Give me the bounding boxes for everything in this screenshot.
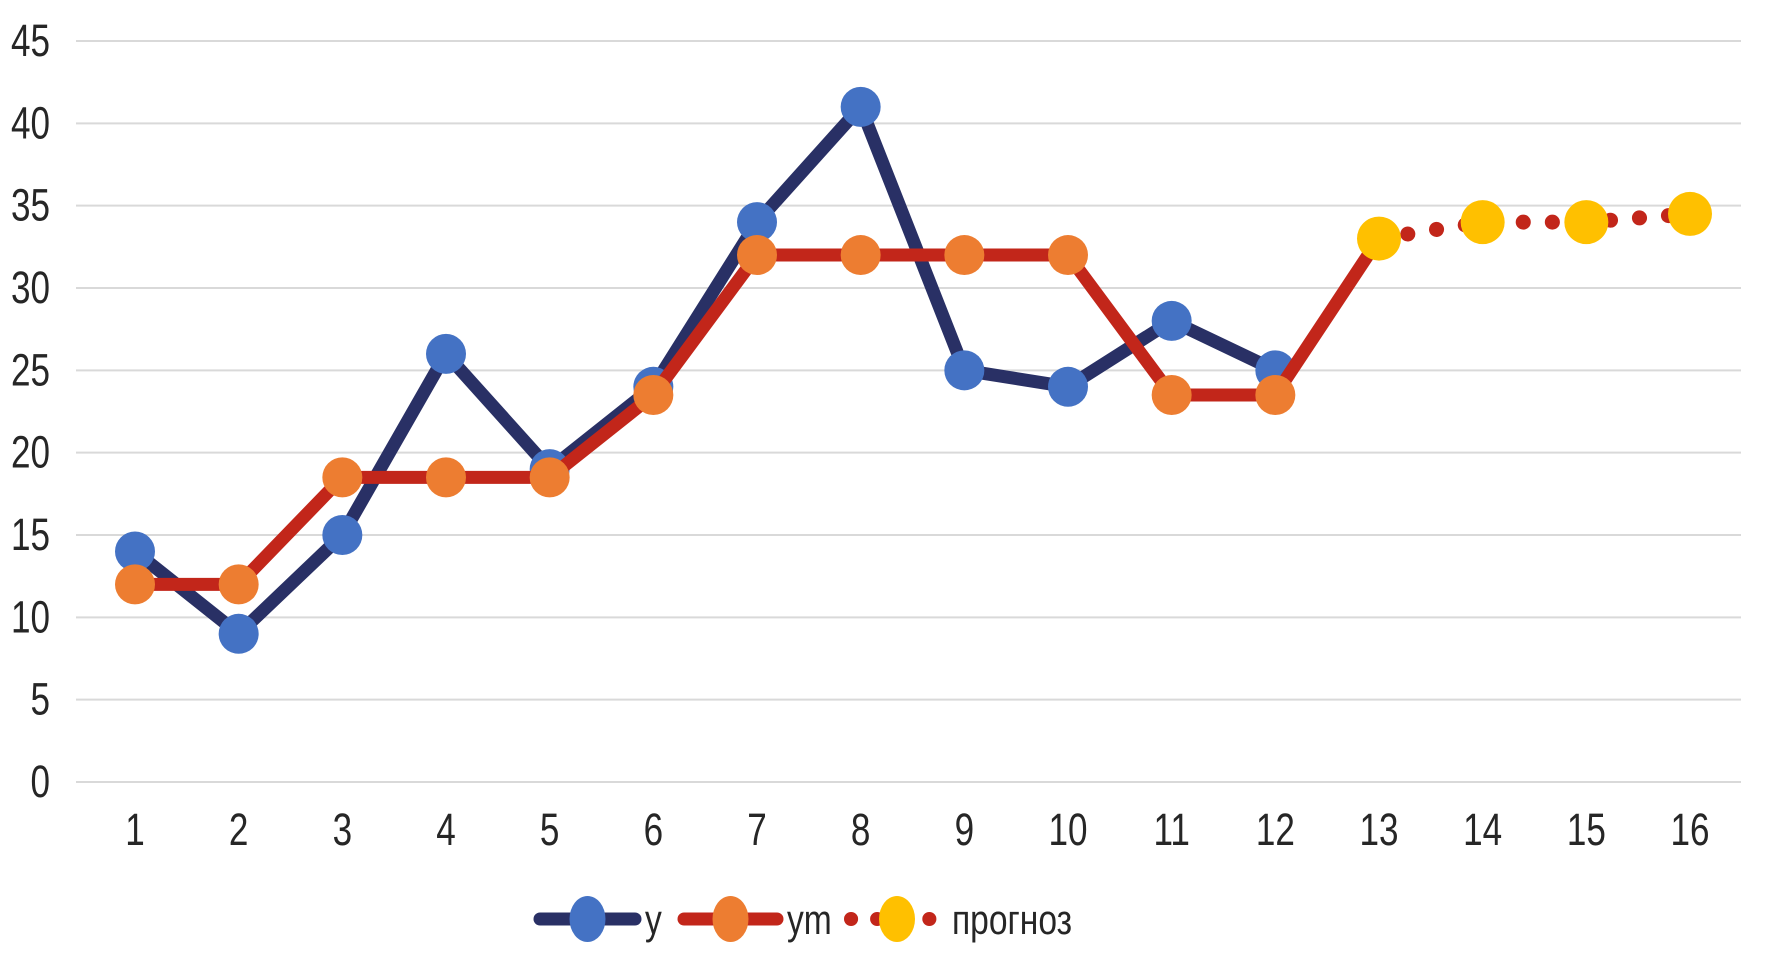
y-axis-tick-labels: 0 5 10 15 20 25 30 35 40 45 (11, 15, 50, 807)
data-point-y (840, 86, 881, 127)
x-tick-label: 11 (1153, 804, 1189, 855)
y-tick-label: 40 (11, 97, 50, 148)
y-tick-label: 20 (11, 426, 50, 477)
chart-legend: y ym прогноз (533, 896, 1072, 944)
y-tick-label: 15 (11, 509, 50, 560)
legend-marker (879, 896, 915, 942)
data-point-ym (840, 235, 881, 276)
data-point-y (1048, 366, 1089, 407)
x-tick-label: 8 (851, 804, 871, 855)
x-tick-label: 9 (955, 804, 975, 855)
y-tick-label: 25 (11, 344, 50, 395)
legend-marker (712, 896, 749, 942)
data-point-ym (1255, 375, 1296, 416)
x-tick-label: 12 (1256, 804, 1295, 855)
data-point-прогноз (1357, 216, 1402, 261)
legend-swatch-ym (677, 896, 784, 942)
x-tick-label: 4 (436, 804, 456, 855)
x-tick-label: 7 (747, 804, 767, 855)
y-tick-label: 30 (11, 262, 50, 313)
data-point-прогноз (1668, 191, 1713, 236)
y-tick-label: 0 (30, 756, 50, 807)
x-tick-label: 6 (644, 804, 664, 855)
y-tick-label: 5 (30, 673, 50, 724)
x-tick-label: 13 (1359, 804, 1398, 855)
y-gridlines (76, 39, 1741, 783)
series-y (115, 86, 1296, 654)
data-point-y (322, 514, 363, 555)
series-прогноз (1357, 191, 1713, 261)
series-line-y (128, 100, 1282, 641)
series-line-прогноз (1371, 206, 1698, 247)
legend-label-forecast: прогноз (952, 898, 1072, 944)
data-point-ym (529, 457, 570, 498)
chart-series (115, 86, 1713, 654)
data-point-ym (322, 457, 363, 498)
series-line-ym (128, 232, 1386, 591)
x-tick-label: 3 (333, 804, 353, 855)
data-point-ym (218, 564, 259, 605)
legend-label-ym: ym (787, 898, 832, 944)
data-point-ym (633, 375, 674, 416)
data-point-ym (426, 457, 467, 498)
series-ym (115, 232, 1386, 605)
x-tick-label: 15 (1567, 804, 1606, 855)
legend-swatch-y (533, 896, 642, 942)
data-point-y (737, 202, 778, 243)
x-tick-label: 2 (229, 804, 249, 855)
data-point-ym (1151, 375, 1192, 416)
legend-swatch-forecast (844, 896, 950, 942)
data-point-y (944, 350, 985, 391)
x-tick-label: 5 (540, 804, 560, 855)
data-point-ym (944, 235, 985, 276)
data-point-y (115, 531, 155, 572)
x-axis-tick-labels: 1 2 3 4 5 6 7 8 9 10 11 12 13 14 15 16 (125, 804, 1709, 855)
data-point-y (1151, 300, 1192, 341)
x-tick-label: 10 (1048, 804, 1087, 855)
x-tick-label: 1 (125, 804, 145, 855)
data-point-ym (115, 564, 155, 605)
y-tick-label: 45 (11, 15, 50, 66)
x-tick-label: 16 (1670, 804, 1709, 855)
y-tick-label: 10 (11, 591, 50, 642)
data-point-прогноз (1564, 200, 1609, 245)
data-point-ym (737, 235, 778, 276)
data-point-прогноз (1460, 200, 1505, 245)
x-tick-label: 14 (1463, 804, 1502, 855)
data-point-y (218, 613, 259, 654)
data-point-y (426, 333, 467, 374)
legend-marker (569, 896, 606, 942)
data-point-ym (1048, 235, 1089, 276)
legend-label-y: y (645, 898, 662, 944)
y-tick-label: 35 (11, 179, 50, 230)
